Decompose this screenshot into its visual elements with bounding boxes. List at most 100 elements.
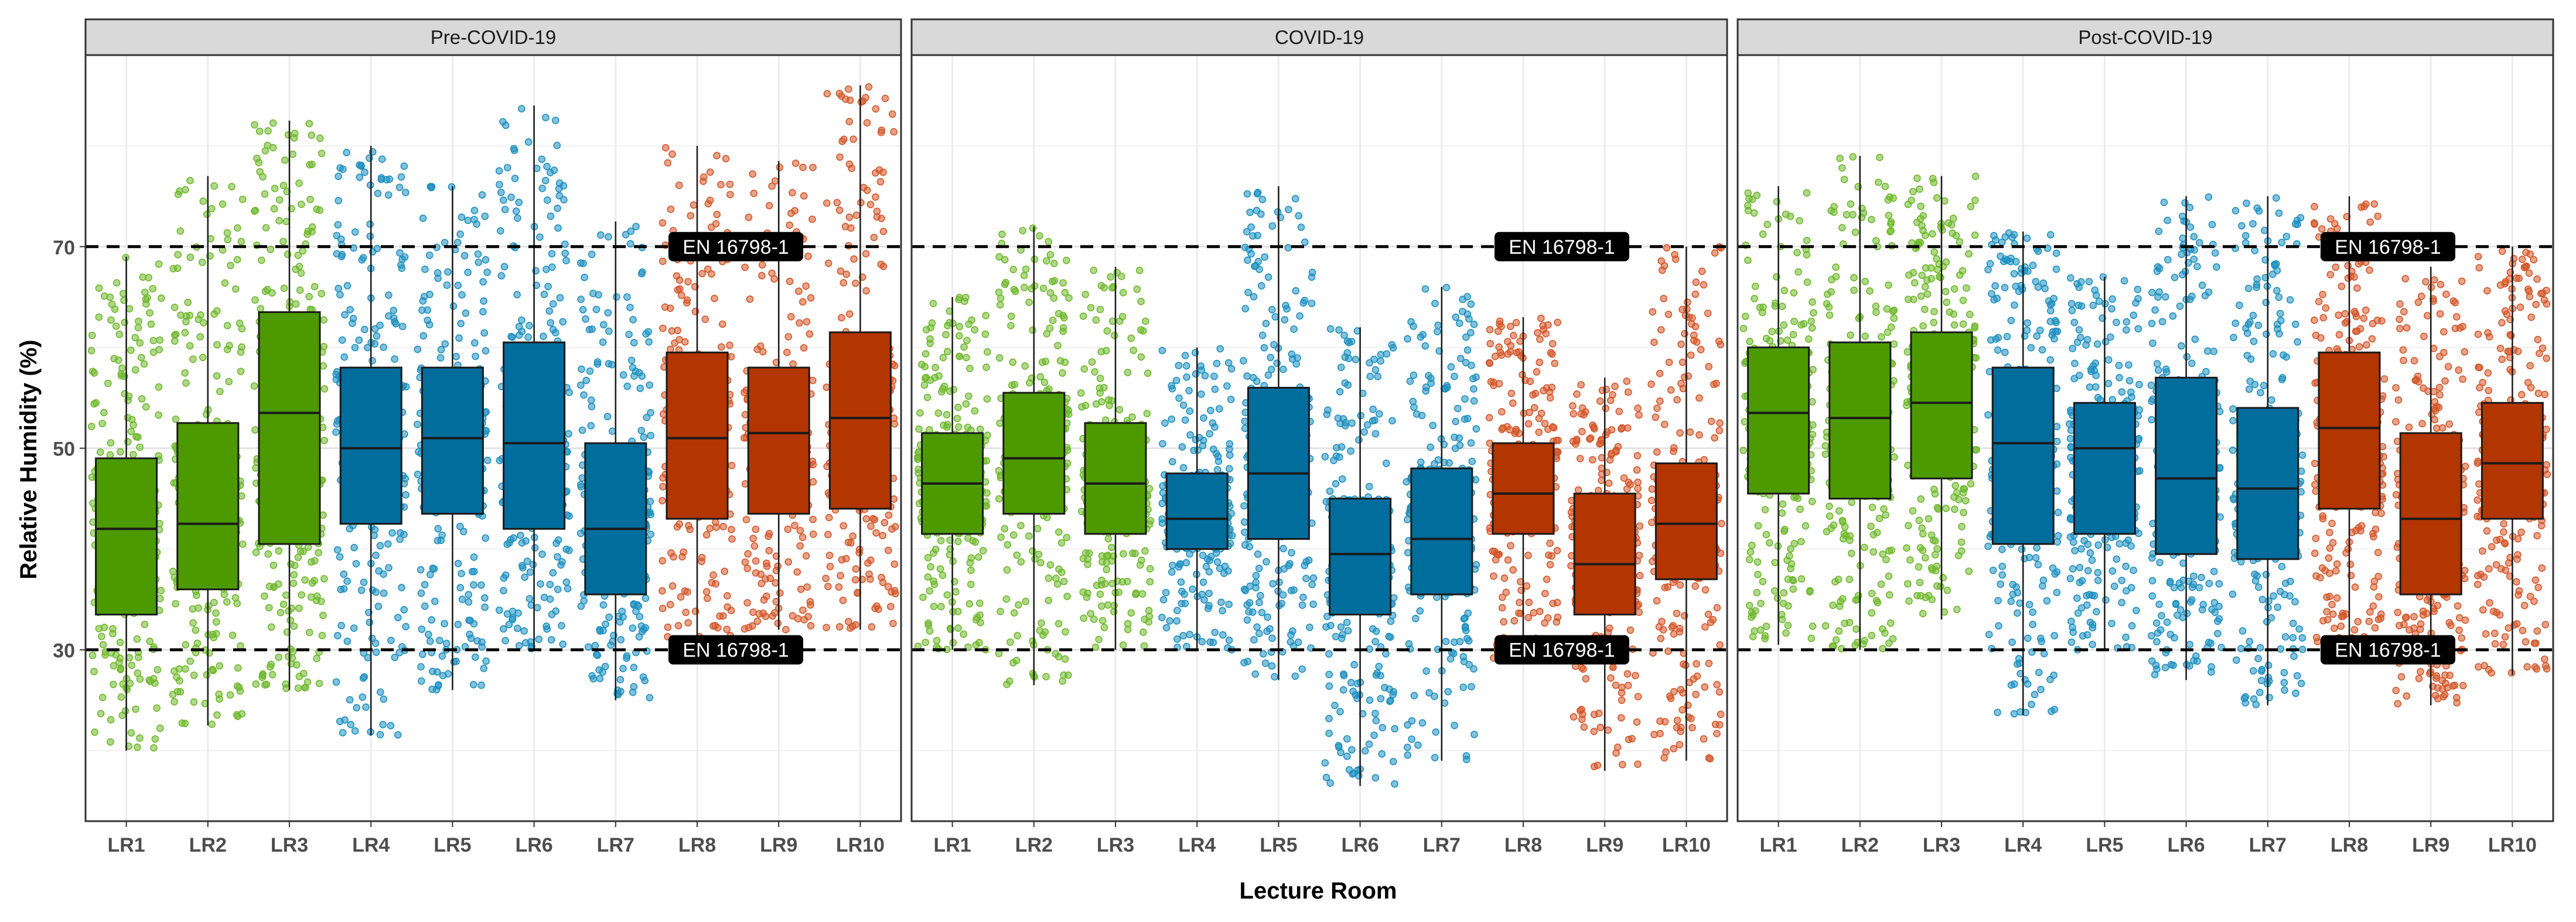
data-point	[1285, 206, 1292, 213]
data-point	[281, 601, 287, 608]
data-point	[1534, 329, 1541, 336]
data-point	[936, 373, 942, 379]
data-point	[482, 257, 489, 263]
data-point	[1269, 635, 1275, 641]
data-point	[578, 382, 584, 389]
data-point	[1130, 347, 1137, 353]
data-point	[925, 554, 932, 561]
data-point	[156, 261, 162, 267]
data-point	[965, 393, 972, 400]
data-point	[538, 156, 545, 162]
data-point	[660, 325, 666, 332]
data-point	[96, 285, 103, 291]
data-point	[1254, 190, 1261, 197]
box-iqr	[96, 458, 157, 615]
data-point	[1347, 448, 1354, 454]
data-point	[89, 332, 95, 339]
data-point	[783, 627, 789, 633]
data-point	[134, 744, 141, 750]
data-point	[1105, 536, 1111, 542]
data-point	[457, 231, 463, 237]
data-point	[214, 712, 220, 718]
data-point	[1030, 225, 1036, 232]
data-point	[1336, 326, 1342, 333]
data-point	[170, 691, 176, 698]
data-point	[306, 162, 313, 168]
data-point	[472, 353, 479, 360]
data-point	[293, 301, 299, 307]
data-point	[1055, 342, 1061, 349]
data-point	[484, 269, 490, 275]
data-point	[361, 169, 368, 175]
data-point	[846, 118, 852, 125]
data-point	[1059, 678, 1066, 685]
data-point	[1103, 560, 1110, 566]
data-point	[422, 603, 428, 610]
data-point	[1373, 672, 1380, 678]
data-point	[496, 607, 503, 614]
data-point	[89, 474, 95, 481]
data-point	[385, 564, 392, 571]
data-point	[344, 638, 350, 645]
data-point	[321, 576, 327, 582]
data-point	[380, 722, 386, 728]
data-point	[796, 319, 803, 326]
data-point	[1101, 624, 1107, 631]
data-point	[91, 668, 97, 675]
data-point	[194, 640, 200, 647]
data-point	[1376, 664, 1382, 670]
data-point	[498, 273, 504, 279]
data-point	[1042, 358, 1049, 365]
data-point	[418, 590, 425, 597]
data-point	[500, 587, 507, 594]
data-point	[479, 192, 486, 198]
data-point	[630, 317, 636, 323]
data-point	[465, 269, 471, 275]
data-point	[852, 566, 859, 572]
data-point	[380, 696, 387, 702]
data-point	[1353, 356, 1359, 363]
data-point	[390, 307, 397, 314]
data-point	[1507, 323, 1514, 329]
data-point	[1340, 687, 1347, 693]
data-point	[667, 206, 674, 213]
data-point	[630, 689, 636, 696]
data-point	[1078, 390, 1084, 396]
data-point	[288, 561, 294, 567]
data-point	[282, 681, 289, 688]
data-point	[500, 625, 507, 632]
data-point	[878, 261, 884, 268]
data-point	[313, 655, 320, 662]
data-point	[443, 640, 450, 647]
data-point	[185, 299, 191, 305]
data-point	[398, 265, 405, 271]
data-point	[803, 553, 810, 559]
data-point	[565, 431, 572, 437]
data-point	[944, 592, 950, 598]
data-point	[1178, 600, 1185, 607]
data-point	[1169, 562, 1176, 569]
data-point	[940, 355, 946, 361]
data-point	[971, 326, 978, 333]
data-point	[1612, 383, 1618, 390]
data-point	[230, 632, 236, 638]
data-point	[156, 346, 162, 353]
data-point	[547, 169, 554, 176]
data-point	[146, 638, 153, 645]
data-point	[769, 613, 776, 619]
data-point	[1366, 741, 1373, 747]
data-point	[1217, 346, 1223, 352]
data-point	[134, 670, 141, 676]
data-point	[377, 322, 383, 329]
data-point	[1063, 257, 1070, 264]
data-point	[996, 254, 1002, 260]
data-point	[308, 132, 315, 138]
data-point	[598, 232, 604, 238]
data-point	[562, 241, 568, 247]
data-point	[320, 612, 326, 618]
data-point	[135, 325, 142, 331]
data-point	[1241, 519, 1248, 525]
data-point	[204, 672, 210, 678]
data-point	[546, 308, 552, 314]
data-point	[885, 512, 892, 519]
